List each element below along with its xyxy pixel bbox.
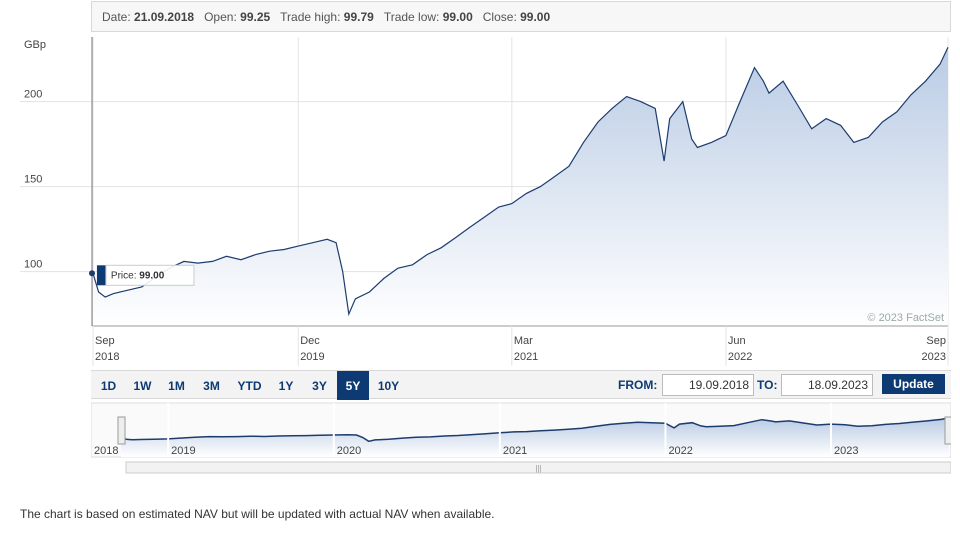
navigator-scrollbar[interactable] <box>125 461 951 474</box>
range-button-1w[interactable]: 1W <box>133 378 152 393</box>
price-tooltip <box>105 264 195 286</box>
info-bar: Date: 21.09.2018 Open: 99.25 Trade high:… <box>91 1 951 32</box>
tooltip-label: Price: <box>111 270 139 281</box>
range-button-5y[interactable]: 5Y <box>337 371 369 400</box>
navigator-line <box>120 417 950 443</box>
x-tick-month: Dec <box>300 335 320 347</box>
x-tick-year: 2018 <box>95 351 119 363</box>
navigator-year-label: 2022 <box>668 445 692 457</box>
from-label: FROM: <box>618 378 658 392</box>
range-button-1y[interactable]: 1Y <box>278 378 294 393</box>
y-tick-label: 100 <box>24 259 42 271</box>
navigator-year-label: 2018 <box>94 445 118 457</box>
x-tick-year: 2021 <box>514 351 538 363</box>
scrollbar-grip-icon: ||| <box>535 464 541 473</box>
navigator-area <box>121 417 949 457</box>
x-tick-month: Jun <box>728 335 746 347</box>
from-date-input[interactable] <box>662 374 754 396</box>
factset-watermark: © 2023 FactSet <box>867 312 944 324</box>
to-date-input[interactable] <box>781 374 873 396</box>
range-button-ytd[interactable]: YTD <box>237 378 262 393</box>
info-high: Trade high: 99.79 <box>280 9 374 24</box>
y-tick-label: 200 <box>24 89 42 101</box>
navigator-left-handle[interactable] <box>117 416 126 445</box>
update-button[interactable]: Update <box>882 374 945 394</box>
x-tick-month: Sep <box>95 335 115 347</box>
x-tick-year: 2019 <box>300 351 324 363</box>
info-date: Date: 21.09.2018 <box>102 9 195 24</box>
range-button-1d[interactable]: 1D <box>100 378 117 393</box>
highlighted-point <box>89 270 95 277</box>
range-button-1m[interactable]: 1M <box>168 378 185 393</box>
navigator-year-label: 2023 <box>834 445 858 457</box>
range-toolbar: 1D 1W 1M 3M YTD 1Y 3Y 5Y 10Y FROM: TO: Update <box>91 370 951 400</box>
x-tick-month: Sep <box>926 335 946 347</box>
navigator-chart[interactable]: 2018 2019 2020 2021 2022 2023 ||| <box>91 399 951 476</box>
footnote: The chart is based on estimated NAV but … <box>20 507 495 521</box>
navigator-year-label: 2019 <box>171 445 195 457</box>
info-close: Close: 99.00 <box>482 9 551 24</box>
x-tick-year: 2022 <box>728 351 752 363</box>
tooltip-value: 99.00 <box>139 270 164 281</box>
range-button-10y[interactable]: 10Y <box>377 378 400 393</box>
y-axis-label: GBp <box>24 39 46 51</box>
info-open: Open: 99.25 <box>204 9 271 24</box>
navigator-year-label: 2020 <box>337 445 361 457</box>
x-tick-month: Mar <box>514 335 533 347</box>
y-tick-label: 150 <box>24 174 42 186</box>
hover-marker <box>96 265 106 286</box>
x-tick-year: 2023 <box>922 351 946 363</box>
range-button-3y[interactable]: 3Y <box>312 378 327 393</box>
price-chart[interactable]: 100 150 200 GBp Sep 2018 Dec 2019 Mar 2021 Jun 2022… <box>0 32 960 372</box>
navigator-year-label: 2021 <box>503 445 527 457</box>
info-low: Trade low: 99.00 <box>383 9 473 24</box>
to-label: TO: <box>757 378 778 392</box>
tooltip-text: Price: 99.00 <box>111 270 165 281</box>
price-line <box>92 46 949 317</box>
range-button-3m[interactable]: 3M <box>203 378 220 393</box>
navigator-right-handle[interactable] <box>944 416 951 445</box>
